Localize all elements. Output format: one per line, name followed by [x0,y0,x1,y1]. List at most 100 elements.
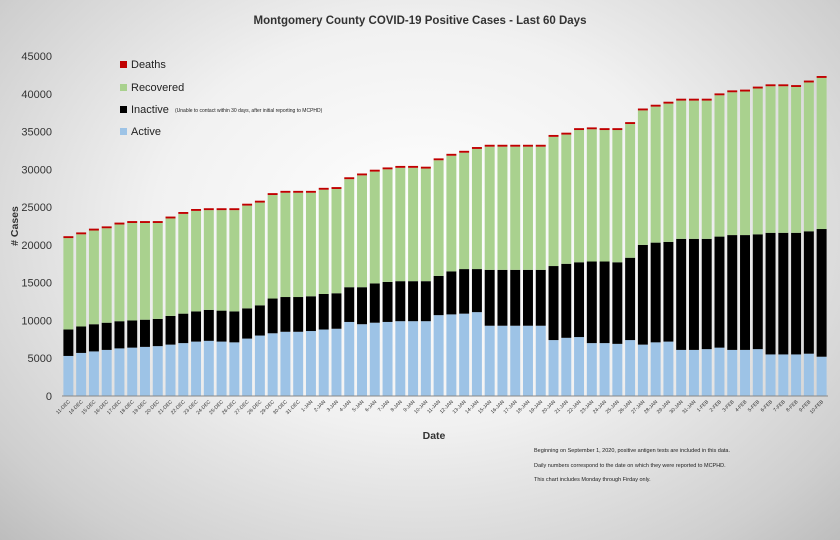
bar-segment-active [344,321,355,396]
bar-segment-deaths [433,158,444,161]
x-tick-label: 6-FEB [760,399,775,414]
x-tick-label: 31-JAN [681,399,697,415]
y-tick-label: 45000 [21,51,52,63]
bar-segment-deaths [203,208,214,211]
bar-segment-deaths [752,86,763,89]
bar-segment-deaths [242,203,253,206]
bar-segment-inactive [293,297,304,332]
bar-segment-deaths [727,90,738,93]
bar-segment-deaths [152,221,163,223]
bar-segment-deaths [803,80,814,83]
bar-segment-active [714,347,725,396]
legend-swatch-inactive [120,106,127,113]
bar-segment-recovered [625,124,636,258]
bar-segment-inactive [688,238,699,350]
bar-segment-inactive [778,232,789,355]
bar-segment-deaths [561,132,572,135]
bar-segment-active [650,342,661,396]
bar-segment-inactive [497,269,508,326]
x-tick-label: 31-DEC [285,399,302,416]
bar-segment-active [357,324,367,396]
bar-segment-recovered [535,146,546,270]
bar-segment-inactive [254,305,265,336]
bar-segment-recovered [267,195,278,299]
bar-segment-deaths [791,85,802,87]
bar-segment-active [242,338,253,396]
bar-segment-recovered [548,136,559,267]
bar-segment-deaths [408,165,419,168]
bar-segment-deaths [178,212,189,214]
bar-segment-active [305,331,316,396]
bar-segment-active [229,342,240,396]
bar-segment-active [484,325,495,396]
bar-segment-active [574,337,585,396]
legend-swatch-active [120,128,127,135]
bar-segment-inactive [791,232,802,355]
bar-segment-inactive [459,269,470,314]
bar-segment-deaths [165,216,176,219]
bar-segment-deaths [586,127,597,130]
bar-segment-inactive [88,324,99,352]
bar-segment-deaths [484,144,495,147]
bar-segment-inactive [395,281,406,322]
bar-segment-recovered [612,130,623,263]
x-tick-label: 4-FEB [734,399,749,414]
bar-segment-deaths [637,108,648,111]
bar-segment-recovered [63,238,74,330]
bar-segment-active [191,341,202,396]
bar-segment-deaths [599,128,610,131]
bar-segment-recovered [650,106,661,243]
bar-segment-active [637,344,648,396]
bar-segment-recovered [446,155,457,272]
bar-segment-inactive [140,319,150,347]
bar-segment-deaths [357,173,367,176]
bar-segment-inactive [382,281,393,322]
bar-segment-recovered [318,189,329,294]
bar-segment-inactive [701,238,712,350]
bar-segment-deaths [612,128,623,131]
bar-segment-deaths [395,165,406,168]
legend-label-deaths: Deaths [131,59,166,71]
bar-segment-recovered [344,179,355,288]
bar-segment-recovered [791,86,802,233]
bar-segment-active [408,321,419,396]
bar-segment-deaths [574,128,585,131]
bar-segment-active [152,346,163,396]
bar-segment-inactive [114,321,125,349]
bar-segment-recovered [369,171,380,284]
bar-segment-deaths [701,98,712,101]
bar-segment-deaths [535,144,546,147]
x-tick-label: 7-JAN [377,399,391,413]
bar-segment-active [497,325,508,396]
y-tick-label: 10000 [21,315,52,327]
bar-segment-recovered [599,130,610,262]
bar-segment-recovered [114,224,125,322]
bar-segment-active [203,340,214,396]
bar-segment-deaths [254,200,265,203]
bar-segment-inactive [178,313,189,344]
bar-segment-deaths [331,187,342,189]
y-tick-label: 15000 [21,278,52,290]
bar-segment-inactive [408,281,419,322]
bar-segment-active [816,356,827,396]
bar-segment-deaths [305,190,316,193]
bar-segment-deaths [191,209,202,211]
bar-segment-recovered [816,77,827,230]
bar-segment-deaths [663,101,674,104]
bar-segment-recovered [663,103,674,242]
bar-segment-active [663,341,674,396]
bar-segment-inactive [535,269,546,326]
bar-segment-inactive [229,311,240,343]
bar-segment-recovered [727,92,738,236]
bar-segment-inactive [433,275,444,316]
x-tick-label: 1-JAN [300,399,314,413]
bar-segment-deaths [420,166,431,169]
bar-segment-active [216,341,227,396]
bar-segment-recovered [433,160,444,276]
bar-segment-recovered [127,222,138,321]
y-tick-label: 30000 [21,164,52,176]
bar-segment-active [599,343,610,396]
bar-segment-recovered [203,210,214,310]
bar-segment-recovered [765,86,776,233]
bar-segment-inactive [165,315,176,345]
